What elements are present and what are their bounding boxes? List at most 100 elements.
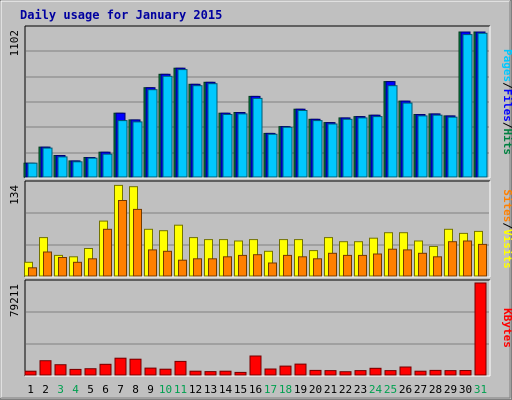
bar-pages-day-24 — [372, 116, 383, 178]
day-label: 6 — [102, 383, 109, 396]
bar-sites-day-17 — [268, 262, 277, 277]
day-label: 22 — [339, 383, 352, 396]
bar-pages-day-9 — [147, 89, 158, 178]
bar-sites-day-14 — [223, 256, 232, 277]
bar-pages-day-14 — [222, 114, 233, 178]
bar-kbytes-day-24 — [369, 367, 382, 376]
day-label: 17 — [264, 383, 277, 396]
bar-sites-day-6 — [103, 228, 112, 277]
chart-panel-2: 134 Sites/Visits — [8, 180, 512, 278]
day-label: 10 — [159, 383, 172, 396]
bar-pages-day-18 — [282, 126, 293, 178]
day-label: 1 — [27, 383, 34, 396]
bar-kbytes-day-13 — [204, 371, 217, 376]
bar-sites-day-8 — [133, 208, 142, 277]
legend-entry: Hits — [501, 129, 512, 156]
day-label: 27 — [414, 383, 427, 396]
day-label: 2 — [42, 383, 49, 396]
bar-sites-day-16 — [253, 254, 262, 277]
bar-pages-day-27 — [417, 115, 428, 178]
bar-sites-day-26 — [403, 249, 412, 277]
day-label: 5 — [87, 383, 94, 396]
bar-pages-day-25 — [387, 85, 398, 178]
day-label: 26 — [399, 383, 412, 396]
bar-kbytes-day-10 — [159, 368, 172, 376]
day-label: 9 — [147, 383, 154, 396]
bar-sites-day-3 — [58, 257, 67, 277]
chart-title: Daily usage for January 2015 — [20, 8, 222, 22]
legend-entry: / — [501, 82, 512, 89]
bar-pages-day-29 — [447, 116, 458, 178]
bar-kbytes-day-23 — [354, 370, 367, 376]
day-label: 7 — [117, 383, 124, 396]
y-max-label: 79211 — [8, 284, 21, 317]
chart-panel-3: 79211 KBytes — [8, 279, 512, 377]
day-label: 28 — [429, 383, 442, 396]
bar-sites-day-11 — [178, 259, 187, 277]
bar-sites-day-20 — [313, 258, 322, 277]
bar-kbytes-day-6 — [99, 363, 112, 376]
day-label: 21 — [324, 383, 337, 396]
bar-pages-day-2 — [42, 147, 53, 178]
bar-kbytes-day-14 — [219, 370, 232, 376]
bar-kbytes-day-30 — [459, 370, 472, 376]
bar-pages-day-12 — [192, 85, 203, 178]
bar-sites-day-10 — [163, 250, 172, 277]
day-label: 24 — [369, 383, 383, 396]
bar-sites-day-15 — [238, 254, 247, 277]
bar-pages-day-8 — [132, 121, 143, 178]
bar-sites-day-23 — [358, 254, 367, 277]
bar-pages-day-31 — [477, 32, 488, 178]
day-label: 12 — [189, 383, 202, 396]
day-label: 20 — [309, 383, 322, 396]
bar-sites-day-12 — [193, 258, 202, 277]
bar-sites-day-7 — [118, 200, 127, 277]
day-label: 8 — [132, 383, 139, 396]
bar-sites-day-31 — [478, 243, 487, 277]
bar-pages-day-6 — [102, 153, 113, 178]
bar-sites-day-2 — [43, 251, 52, 277]
legend-entry: Pages — [501, 49, 512, 82]
bar-kbytes-day-28 — [429, 369, 442, 376]
bar-kbytes-day-21 — [324, 370, 337, 376]
bar-kbytes-day-11 — [174, 360, 187, 376]
bar-sites-day-24 — [373, 253, 382, 277]
bar-kbytes-day-19 — [294, 363, 307, 376]
day-label: 23 — [354, 383, 367, 396]
bar-kbytes-day-4 — [69, 368, 82, 376]
bar-kbytes-day-3 — [54, 364, 67, 376]
bar-sites-day-13 — [208, 258, 217, 277]
bar-kbytes-day-7 — [114, 357, 127, 376]
legend-label: KBytes — [501, 308, 512, 348]
bar-kbytes-day-27 — [414, 370, 427, 376]
bar-sites-day-28 — [433, 256, 442, 277]
legend-entry: / — [501, 122, 512, 129]
bar-pages-day-1 — [27, 162, 38, 178]
y-max-label: 134 — [8, 185, 21, 205]
bar-kbytes-day-25 — [384, 370, 397, 376]
bar-pages-day-13 — [207, 83, 218, 178]
bar-kbytes-day-8 — [129, 358, 142, 376]
legend-entry: / — [501, 222, 512, 229]
bar-pages-day-17 — [267, 133, 278, 178]
bar-sites-day-9 — [148, 249, 157, 277]
day-label: 19 — [294, 383, 307, 396]
day-label: 31 — [474, 383, 487, 396]
day-label: 3 — [57, 383, 64, 396]
bar-sites-day-1 — [28, 267, 37, 277]
day-label: 11 — [174, 383, 187, 396]
bar-sites-day-25 — [388, 248, 397, 277]
bar-pages-day-20 — [312, 120, 323, 178]
bar-pages-day-16 — [252, 97, 263, 178]
day-label: 13 — [204, 383, 217, 396]
bar-kbytes-day-31 — [474, 282, 487, 376]
bar-pages-day-22 — [342, 118, 353, 178]
bar-pages-day-28 — [432, 114, 443, 178]
bar-kbytes-day-1 — [24, 370, 37, 376]
legend-label: Sites/Visits — [501, 189, 512, 269]
bar-sites-day-21 — [328, 252, 337, 277]
bar-sites-day-19 — [298, 256, 307, 277]
bar-kbytes-day-5 — [84, 368, 97, 376]
